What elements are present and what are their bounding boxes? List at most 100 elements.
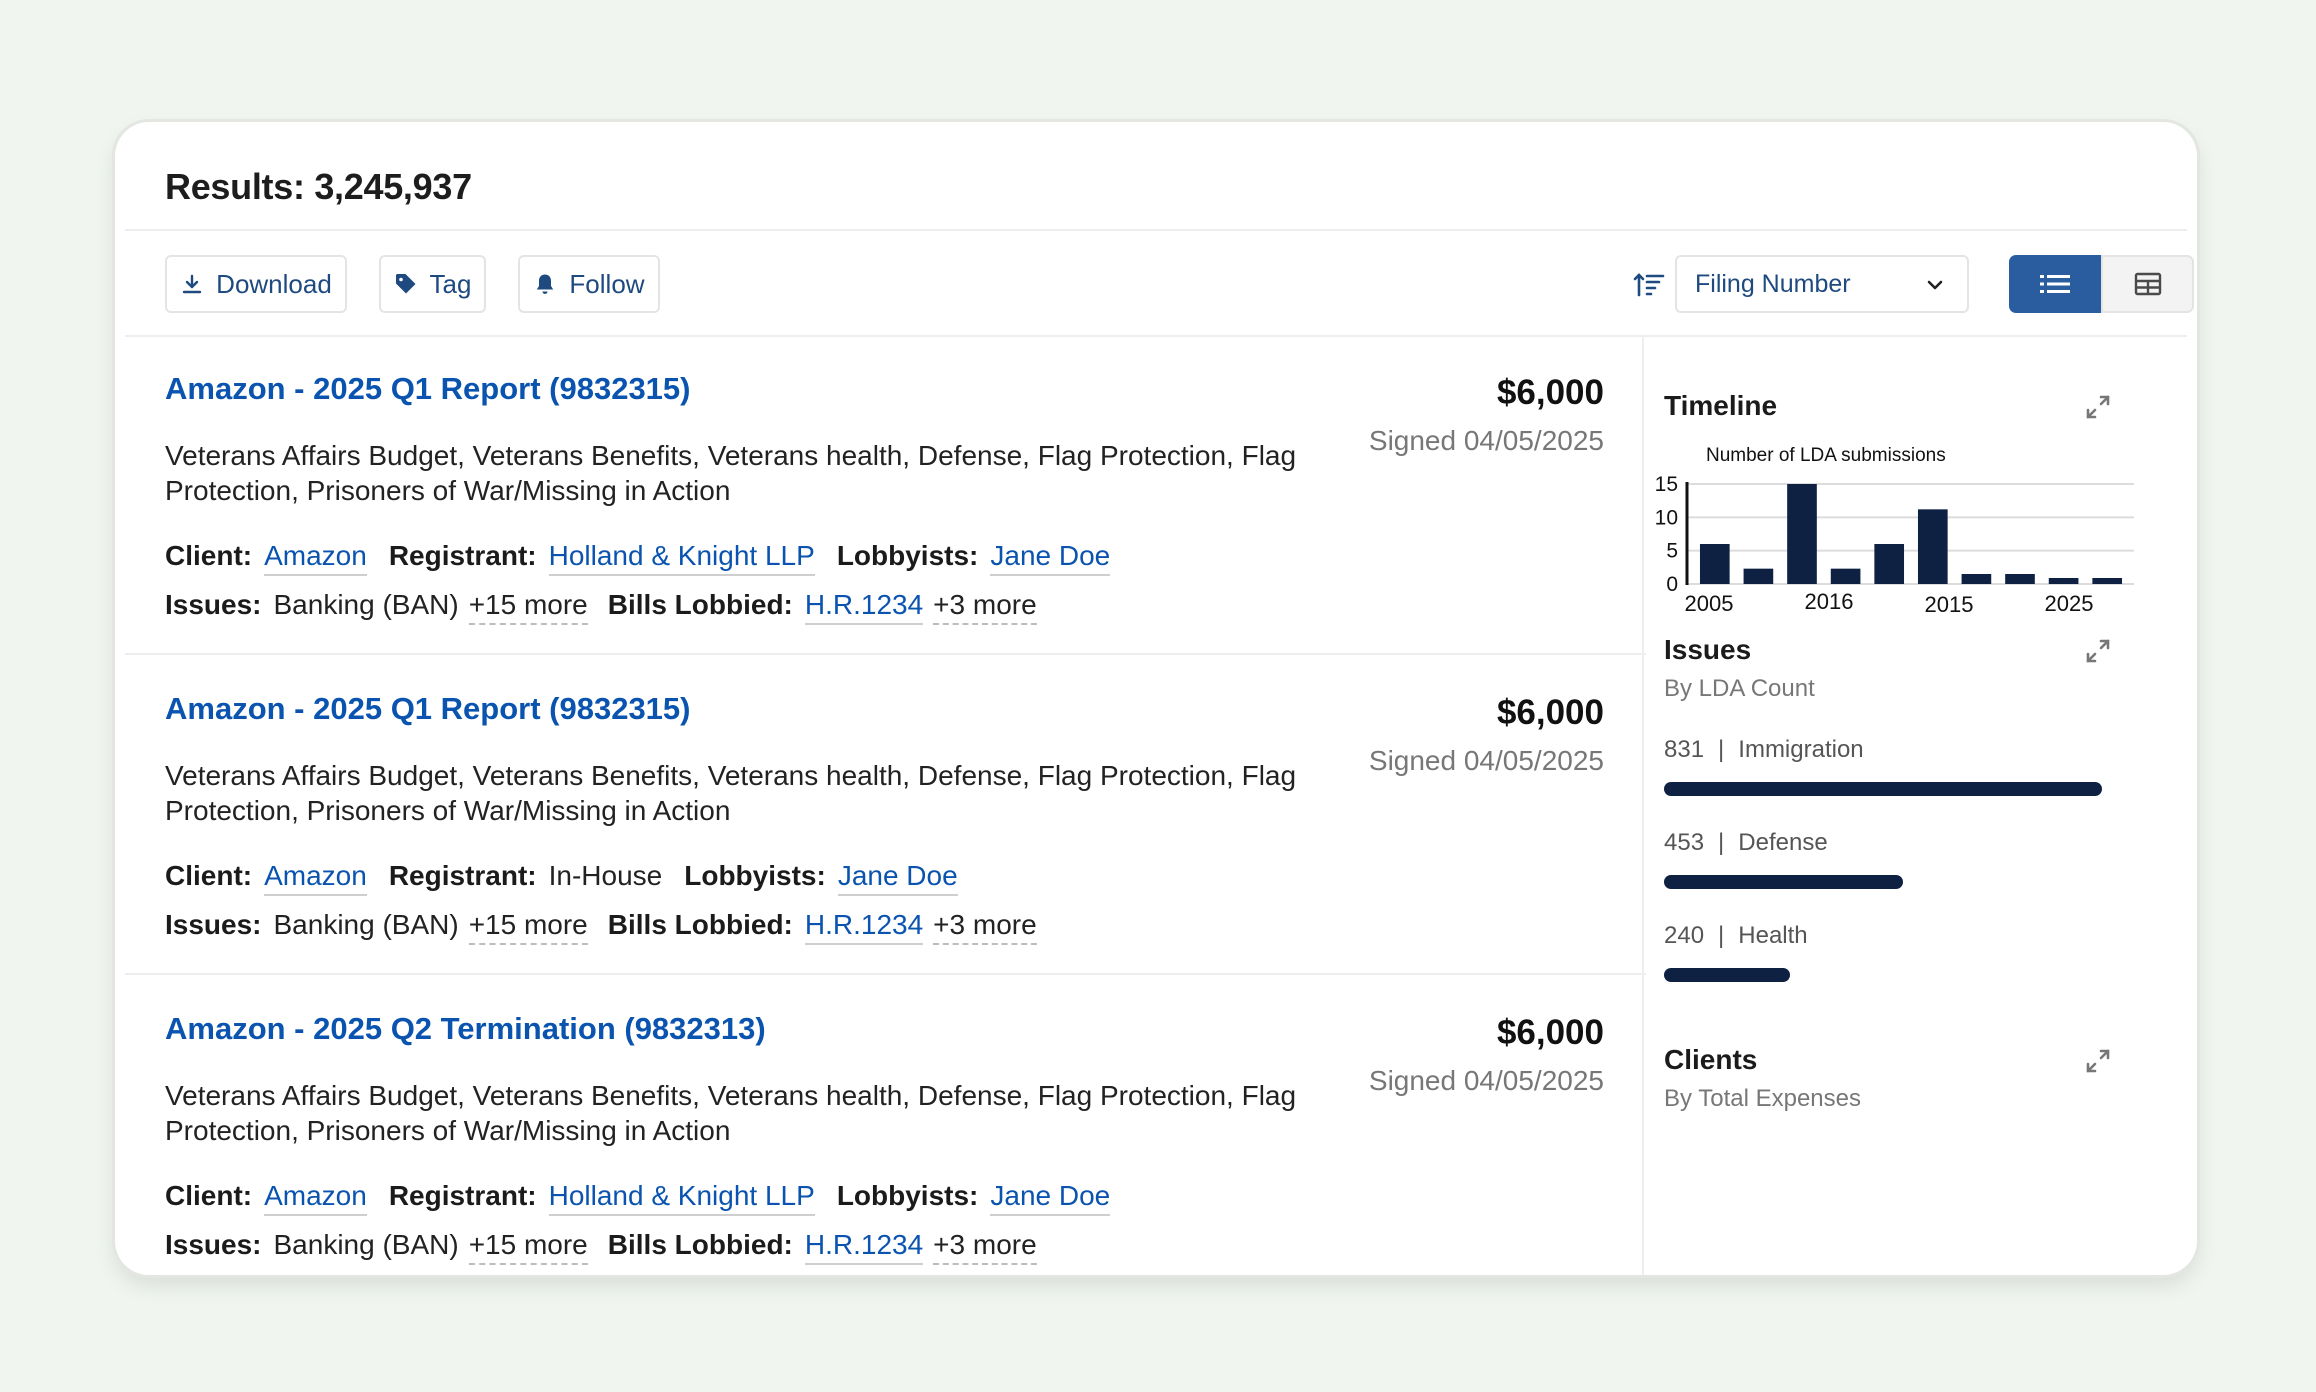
issue-count: 240 (1664, 922, 1705, 949)
results-card: Results: 3,245,937 Download Tag Follow (115, 122, 2197, 1275)
chart-x-tick-label: 2015 (1925, 592, 1974, 617)
issue-bar (1664, 875, 1903, 889)
issue-value: Banking (BAN) (273, 1229, 459, 1260)
result-meta-row: Issues: Banking (BAN) +15 more Bills Lob… (165, 589, 1037, 625)
bill-link[interactable]: H.R.1234 (804, 1229, 924, 1265)
issue-row-label: 831 | Immigration (1664, 736, 1864, 763)
tag-icon (395, 274, 416, 294)
issues-label: Issues: (165, 1229, 262, 1260)
issues-label: Issues: (165, 909, 262, 940)
bills-label: Bills Lobbied: (607, 1229, 793, 1260)
sort-select-value: Filing Number (1695, 269, 1851, 298)
client-link[interactable]: Amazon (264, 1180, 367, 1216)
results-count: Results: 3,245,937 (165, 166, 472, 207)
registrant-label: Registrant: (388, 540, 537, 571)
issue-name: Defense (1738, 829, 1828, 856)
lobbyists-label: Lobbyists: (836, 540, 979, 571)
expand-icon[interactable] (2084, 393, 2112, 421)
result-signed-date: Signed 04/05/2025 (1368, 1065, 1604, 1096)
panel-divider (1642, 337, 1644, 1275)
clients-title: Clients (1664, 1044, 1758, 1075)
bills-more-link[interactable]: +3 more (933, 589, 1037, 625)
chart-title: Number of LDA submissions (1706, 445, 1946, 466)
client-link[interactable]: Amazon (264, 540, 367, 576)
table-view-button[interactable] (2101, 255, 2194, 313)
bill-link[interactable]: H.R.1234 (804, 589, 924, 625)
issue-count: 831 (1664, 736, 1705, 763)
result-meta-row: Client: Amazon Registrant: Holland & Kni… (165, 540, 1111, 576)
bills-label: Bills Lobbied: (607, 909, 793, 940)
client-label: Client: (165, 540, 253, 571)
bill-link[interactable]: H.R.1234 (804, 909, 924, 945)
chart-bar (1874, 544, 1905, 584)
divider (125, 229, 2187, 231)
issue-count: 453 (1664, 829, 1705, 856)
sort-icon[interactable] (1633, 271, 1665, 299)
view-toggle (2009, 255, 2194, 313)
sort-select[interactable]: Filing Number (1675, 255, 1969, 313)
registrant-value: In-House (548, 860, 663, 891)
chart-bar (2092, 578, 2123, 584)
chevron-down-icon (1927, 280, 1943, 290)
table-icon (2134, 272, 2161, 296)
list-icon (2040, 275, 2070, 293)
chart-bar (1787, 484, 1817, 584)
chart-bar (1961, 574, 1992, 584)
result-amount: $6,000 (1496, 373, 1604, 412)
list-view-button[interactable] (2009, 255, 2101, 313)
clients-subtitle: By Total Expenses (1664, 1085, 1862, 1112)
issues-title: Issues (1664, 634, 1752, 665)
download-button[interactable]: Download (165, 255, 347, 313)
result-meta-row: Client: Amazon Registrant: Holland & Kni… (165, 1180, 1111, 1216)
lobbyist-link[interactable]: Jane Doe (837, 860, 958, 896)
registrant-link[interactable]: Holland & Knight LLP (548, 1180, 815, 1216)
timeline-chart-svg: Number of LDA submissions 0 5 10 15 2005 201… (1655, 445, 2134, 617)
registrant-label: Registrant: (388, 1180, 537, 1211)
lobbyists-label: Lobbyists: (836, 1180, 979, 1211)
bell-icon (537, 274, 554, 294)
issue-name: Immigration (1738, 736, 1864, 763)
side-panel: Timeline Number of LDA submissions 0 5 10 1… (1644, 337, 2197, 1275)
registrant-link[interactable]: Holland & Knight LLP (548, 540, 815, 576)
issues-subtitle: By LDA Count (1664, 675, 1815, 702)
result-title-link[interactable]: Amazon - 2025 Q1 Report (9832315) (165, 691, 691, 726)
issues-more-link[interactable]: +15 more (468, 589, 588, 625)
chart-y-tick-label: 10 (1655, 506, 1678, 529)
follow-button-label: Follow (569, 268, 645, 299)
issue-value: Banking (BAN) (273, 589, 459, 620)
result-signed-date: Signed 04/05/2025 (1368, 425, 1604, 456)
expand-icon[interactable] (2084, 637, 2112, 665)
lobbyist-link[interactable]: Jane Doe (990, 540, 1111, 576)
chart-bar (1917, 509, 1948, 584)
lobbyist-link[interactable]: Jane Doe (990, 1180, 1111, 1216)
tag-button[interactable]: Tag (379, 255, 486, 313)
timeline-title: Timeline (1664, 390, 1778, 421)
expand-icon[interactable] (2084, 1047, 2112, 1075)
tag-button-label: Tag (429, 268, 472, 299)
result-title-link[interactable]: Amazon - 2025 Q2 Termination (9832313) (165, 1011, 766, 1046)
result-item: Amazon - 2025 Q1 Report (9832315) $6,000… (125, 657, 1646, 975)
bills-label: Bills Lobbied: (607, 589, 793, 620)
bills-more-link[interactable]: +3 more (933, 1229, 1037, 1265)
bills-more-link[interactable]: +3 more (933, 909, 1037, 945)
result-meta-row: Issues: Banking (BAN) +15 more Bills Lob… (165, 909, 1037, 945)
result-signed-date: Signed 04/05/2025 (1368, 745, 1604, 776)
chart-bar (1699, 544, 1730, 584)
follow-button[interactable]: Follow (518, 255, 660, 313)
download-button-label: Download (216, 268, 332, 299)
divider (125, 335, 2187, 337)
result-description: Veterans Affairs Budget, Veterans Benefi… (165, 440, 1297, 506)
issues-more-link[interactable]: +15 more (468, 1229, 588, 1265)
chart-x-tick-label: 2016 (1805, 589, 1854, 614)
chart-x-tick-label: 2025 (2045, 591, 2094, 616)
result-description: Veterans Affairs Budget, Veterans Benefi… (165, 1080, 1297, 1146)
result-description: Veterans Affairs Budget, Veterans Benefi… (165, 760, 1297, 826)
result-title-link[interactable]: Amazon - 2025 Q1 Report (9832315) (165, 371, 691, 406)
client-label: Client: (165, 860, 253, 891)
result-item: Amazon - 2025 Q2 Termination (9832313) $… (125, 977, 1646, 1275)
issues-more-link[interactable]: +15 more (468, 909, 588, 945)
chart-y-tick-label: 5 (1666, 540, 1678, 563)
chart-bar (1830, 568, 1861, 584)
result-item: Amazon - 2025 Q1 Report (9832315) $6,000… (125, 337, 1646, 655)
client-link[interactable]: Amazon (264, 860, 367, 896)
